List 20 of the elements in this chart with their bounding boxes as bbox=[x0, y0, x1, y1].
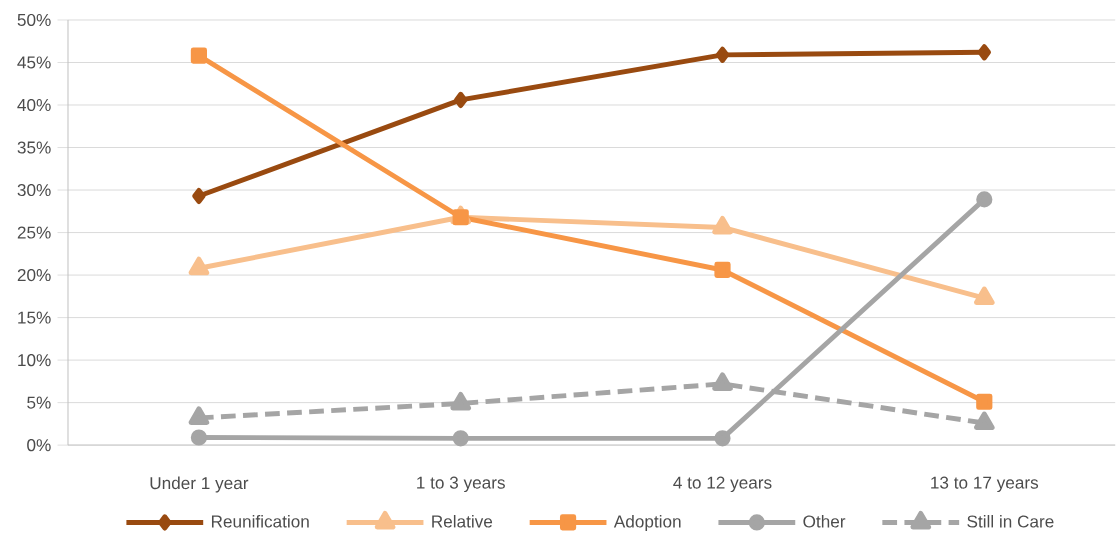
y-tick-label: 45% bbox=[17, 56, 51, 69]
y-tick-label: 25% bbox=[17, 226, 51, 239]
y-tick-label: 10% bbox=[18, 354, 51, 367]
y-tick-label: 50% bbox=[17, 13, 51, 27]
legend-label: Relative bbox=[432, 514, 493, 528]
y-tick-label: 40% bbox=[17, 98, 51, 112]
y-tick-label: 30% bbox=[17, 183, 51, 197]
legend-label: Adoption bbox=[613, 514, 681, 531]
y-tick-label: 5% bbox=[27, 396, 51, 409]
x-tick-label: 4 to 12 years bbox=[673, 476, 772, 493]
x-tick-label: 13 to 17 years bbox=[931, 476, 1039, 493]
legend-label: Still in Care bbox=[967, 514, 1054, 528]
y-tick-label: 35% bbox=[17, 141, 51, 154]
y-tick-label: 15% bbox=[18, 311, 51, 324]
x-tick-label: Under 1 year bbox=[150, 476, 249, 493]
legend-label: Other bbox=[803, 514, 846, 528]
legend-label: Reunification bbox=[211, 514, 309, 528]
y-tick-label: 0% bbox=[27, 439, 51, 452]
x-tick-label: 1 to 3 years bbox=[417, 476, 505, 493]
y-tick-label: 20% bbox=[17, 269, 51, 282]
